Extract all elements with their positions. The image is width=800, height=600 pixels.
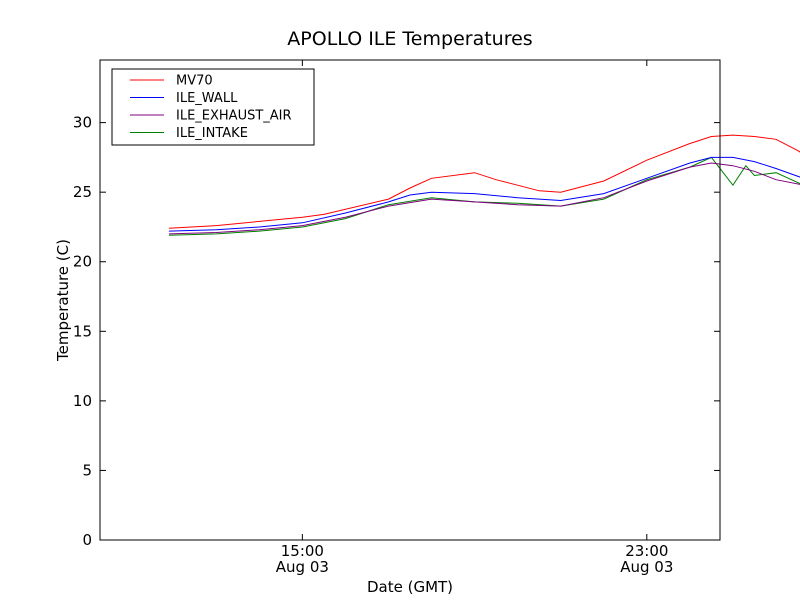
legend-label: ILE_INTAKE [176, 126, 248, 141]
x-tick-label-date: Aug 03 [276, 558, 329, 576]
y-tick-label: 5 [82, 461, 92, 479]
y-tick-label: 15 [73, 322, 92, 340]
legend: MV70 ILE_WALL ILE_EXHAUST_AIR ILE_INTAKE [111, 68, 315, 146]
y-tick-label: 25 [73, 183, 92, 201]
legend-label: ILE_WALL [176, 91, 238, 106]
y-tick-label: 20 [73, 253, 92, 271]
series-line-mv70 [168, 134, 800, 229]
x-tick-label-time: 23:00 [625, 542, 668, 560]
legend-label: ILE_EXHAUST_AIR [176, 109, 292, 124]
x-axis-label: Date (GMT) [367, 578, 453, 596]
y-tick-label: 10 [73, 392, 92, 410]
y-tick-label: 0 [82, 531, 92, 549]
series-line-ile-wall [168, 156, 800, 232]
y-axis-label: Temperature (C) [54, 239, 72, 362]
series-line-ile-intake [168, 156, 800, 236]
y-tick-label: 30 [73, 114, 92, 132]
legend-label: MV70 [176, 74, 213, 89]
series-line-ile-exhaust-air [168, 162, 800, 235]
chart-title: APOLLO ILE Temperatures [287, 28, 532, 50]
x-tick-label-date: Aug 03 [620, 558, 673, 576]
series-layer [168, 134, 800, 236]
plot-frame [99, 59, 721, 541]
x-tick-label-time: 15:00 [281, 542, 324, 560]
